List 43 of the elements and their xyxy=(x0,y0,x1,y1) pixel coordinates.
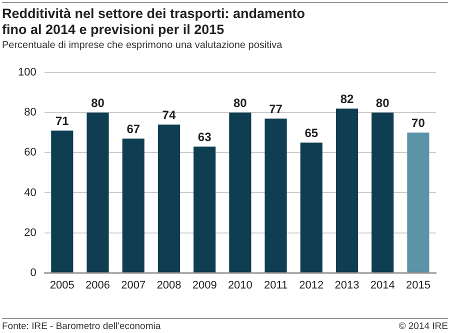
x-tick-label: 2009 xyxy=(192,279,217,292)
bar xyxy=(264,118,287,272)
bar xyxy=(336,108,358,272)
data-label: 82 xyxy=(340,92,354,106)
data-label: 74 xyxy=(162,108,176,122)
bar xyxy=(51,130,74,272)
x-tick-label: 2011 xyxy=(264,279,288,292)
bar xyxy=(194,146,216,272)
x-tick-label: 2008 xyxy=(156,279,182,292)
data-label: 71 xyxy=(55,114,70,128)
bar xyxy=(158,124,180,272)
chart-title: Redditività nel settore dei trasporti: andamento fino al 2014 e previsioni per il 2015 xyxy=(2,6,306,38)
bar xyxy=(372,112,394,272)
bar xyxy=(122,138,144,272)
y-tick-label: 60 xyxy=(24,146,36,159)
bar xyxy=(407,132,430,272)
data-label: 67 xyxy=(126,122,140,136)
data-label: 77 xyxy=(269,102,283,116)
data-label: 80 xyxy=(233,96,248,110)
bar xyxy=(86,112,109,272)
y-tick-label: 20 xyxy=(24,226,36,239)
source-note: Fonte: IRE - Barometro dell'economia xyxy=(2,321,161,332)
x-tick-label: 2013 xyxy=(334,279,360,292)
x-tick-label: 2006 xyxy=(86,279,110,292)
x-tick-label: 2005 xyxy=(50,279,74,292)
x-tick-label: 2014 xyxy=(370,279,395,292)
chart-subtitle: Percentuale di imprese che esprimono una valutazione positiva xyxy=(2,40,282,51)
bar xyxy=(300,142,322,272)
y-tick-label: 100 xyxy=(18,66,36,79)
data-label: 70 xyxy=(412,116,426,130)
data-label: 80 xyxy=(376,96,390,110)
x-tick-label: 2007 xyxy=(121,279,146,292)
data-label: 63 xyxy=(198,130,212,144)
y-tick-label: 40 xyxy=(24,186,36,199)
y-tick-label: 80 xyxy=(24,106,36,119)
text: © 2014 IRE xyxy=(398,321,448,332)
y-tick-label: 0 xyxy=(30,266,36,279)
data-label: 65 xyxy=(304,126,318,140)
bar xyxy=(229,112,252,272)
x-tick-label: 2012 xyxy=(299,279,324,292)
data-label: 80 xyxy=(91,96,105,110)
x-tick-label: 2015 xyxy=(406,279,430,292)
x-tick-label: 2010 xyxy=(228,279,252,292)
